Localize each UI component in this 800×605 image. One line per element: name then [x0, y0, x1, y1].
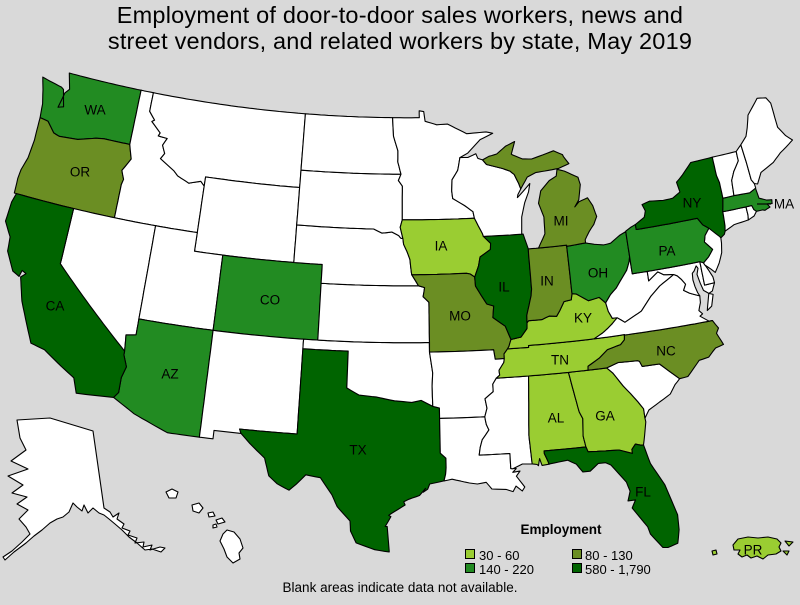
svg-text:MA: MA: [774, 197, 794, 212]
svg-text:PR: PR: [744, 543, 763, 558]
svg-text:OH: OH: [588, 266, 608, 281]
svg-text:OR: OR: [70, 165, 91, 180]
svg-text:WA: WA: [84, 103, 105, 118]
svg-text:CA: CA: [46, 299, 65, 314]
svg-text:NY: NY: [683, 196, 702, 211]
svg-text:IL: IL: [498, 280, 510, 295]
svg-text:MO: MO: [449, 309, 471, 324]
svg-text:GA: GA: [595, 409, 615, 424]
svg-text:IA: IA: [435, 239, 448, 254]
svg-text:TX: TX: [349, 443, 366, 458]
svg-text:AL: AL: [548, 411, 565, 426]
svg-text:FL: FL: [635, 485, 651, 500]
svg-text:MI: MI: [554, 214, 569, 229]
svg-text:TN: TN: [551, 353, 569, 368]
svg-text:CO: CO: [260, 293, 280, 308]
svg-text:PA: PA: [658, 244, 675, 259]
svg-text:IN: IN: [540, 274, 554, 289]
svg-text:AZ: AZ: [161, 367, 178, 382]
svg-text:KY: KY: [574, 311, 592, 326]
svg-text:NC: NC: [656, 344, 676, 359]
